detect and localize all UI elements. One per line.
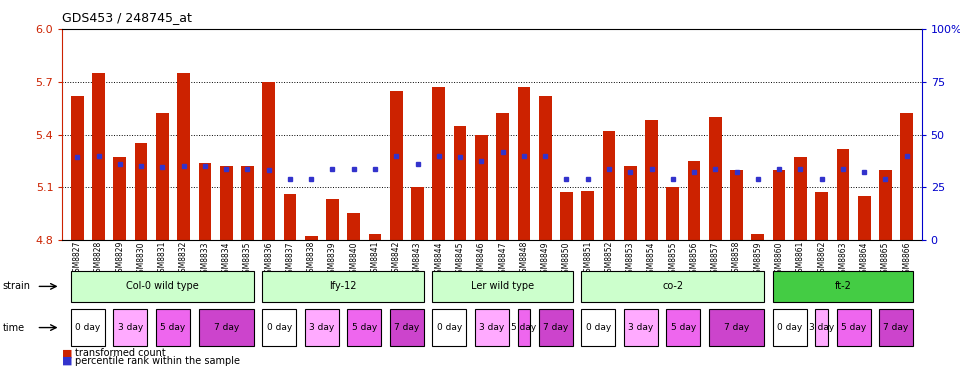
Bar: [475, 134, 488, 240]
Bar: [348, 213, 360, 240]
Bar: [496, 113, 509, 240]
Text: Ler wild type: Ler wild type: [471, 281, 534, 291]
Bar: [773, 169, 785, 240]
Text: 3 day: 3 day: [309, 323, 334, 332]
Text: co-2: co-2: [662, 281, 684, 291]
Bar: [836, 149, 850, 240]
Text: transformed count: transformed count: [75, 348, 166, 358]
Bar: [283, 194, 297, 240]
Text: 7 day: 7 day: [724, 323, 749, 332]
Bar: [815, 193, 828, 240]
Bar: [794, 157, 806, 240]
Bar: [900, 113, 913, 240]
Bar: [539, 96, 552, 240]
Text: 0 day: 0 day: [267, 323, 292, 332]
Text: 7 day: 7 day: [395, 323, 420, 332]
Bar: [178, 73, 190, 240]
Text: 5 day: 5 day: [671, 323, 696, 332]
Text: GDS453 / 248745_at: GDS453 / 248745_at: [62, 11, 192, 24]
Text: 0 day: 0 day: [75, 323, 101, 332]
Bar: [731, 169, 743, 240]
Bar: [645, 120, 658, 240]
Bar: [113, 157, 126, 240]
Bar: [71, 96, 84, 240]
Bar: [369, 235, 381, 240]
Bar: [156, 113, 169, 240]
Text: 5 day: 5 day: [512, 323, 537, 332]
Bar: [752, 235, 764, 240]
Text: 3 day: 3 day: [628, 323, 654, 332]
Text: 7 day: 7 day: [543, 323, 568, 332]
Text: ■: ■: [62, 348, 73, 358]
Text: 3 day: 3 day: [118, 323, 143, 332]
Bar: [858, 196, 871, 240]
Bar: [603, 131, 615, 240]
Bar: [666, 187, 679, 240]
Text: 7 day: 7 day: [213, 323, 239, 332]
Text: ■: ■: [62, 355, 73, 366]
Bar: [624, 166, 636, 240]
Bar: [262, 82, 276, 240]
Bar: [411, 187, 424, 240]
Text: time: time: [3, 322, 25, 333]
Text: 5 day: 5 day: [351, 323, 377, 332]
Text: 5 day: 5 day: [160, 323, 185, 332]
Bar: [517, 87, 530, 240]
Text: 0 day: 0 day: [586, 323, 611, 332]
Text: 0 day: 0 day: [437, 323, 462, 332]
Bar: [92, 73, 105, 240]
Text: ft-2: ft-2: [834, 281, 852, 291]
Bar: [879, 169, 892, 240]
Text: lfy-12: lfy-12: [329, 281, 357, 291]
Text: strain: strain: [3, 281, 31, 291]
Bar: [241, 166, 253, 240]
Bar: [708, 117, 722, 240]
Text: percentile rank within the sample: percentile rank within the sample: [75, 355, 240, 366]
Text: 5 day: 5 day: [841, 323, 866, 332]
Text: 7 day: 7 day: [883, 323, 909, 332]
Text: Col-0 wild type: Col-0 wild type: [126, 281, 199, 291]
Text: 0 day: 0 day: [777, 323, 803, 332]
Bar: [220, 166, 232, 240]
Bar: [454, 126, 467, 240]
Bar: [432, 87, 445, 240]
Bar: [134, 143, 148, 240]
Bar: [560, 193, 573, 240]
Bar: [582, 191, 594, 240]
Bar: [199, 163, 211, 240]
Bar: [390, 91, 402, 240]
Bar: [326, 199, 339, 240]
Bar: [687, 161, 701, 240]
Text: 3 day: 3 day: [479, 323, 505, 332]
Text: 3 day: 3 day: [809, 323, 834, 332]
Bar: [305, 236, 318, 240]
